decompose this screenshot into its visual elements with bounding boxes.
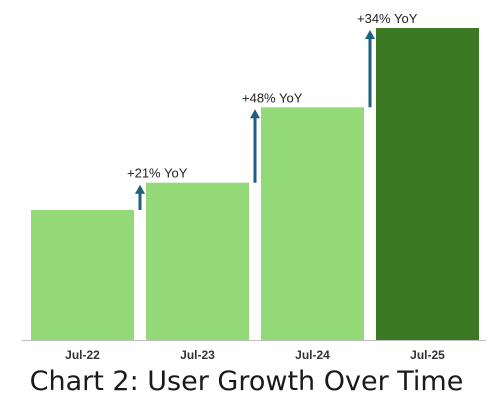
bar-jul-23 [146, 182, 249, 340]
x-tick-label: Jul-23 [180, 348, 215, 360]
x-tick-label: Jul-22 [65, 348, 100, 360]
growth-arrow-head [365, 30, 375, 39]
yoy-label: +21% YoY [127, 166, 188, 181]
growth-arrow-head [135, 184, 145, 194]
bar-jul-24 [261, 107, 364, 340]
bar-chart: Jul-22 Jul-23 Jul-24 Jul-25 +21% YoY +48% YoY… [22, 11, 486, 360]
chart-title: Chart 2: User Growth Over Time [29, 366, 464, 397]
yoy-label: +48% YoY [242, 90, 303, 105]
bar-jul-22 [31, 210, 134, 340]
yoy-label: +34% YoY [357, 11, 418, 26]
x-tick-label: Jul-25 [410, 348, 445, 360]
growth-arrow-head [250, 109, 260, 119]
bar-jul-25 [376, 28, 479, 340]
x-tick-label: Jul-24 [295, 348, 330, 360]
